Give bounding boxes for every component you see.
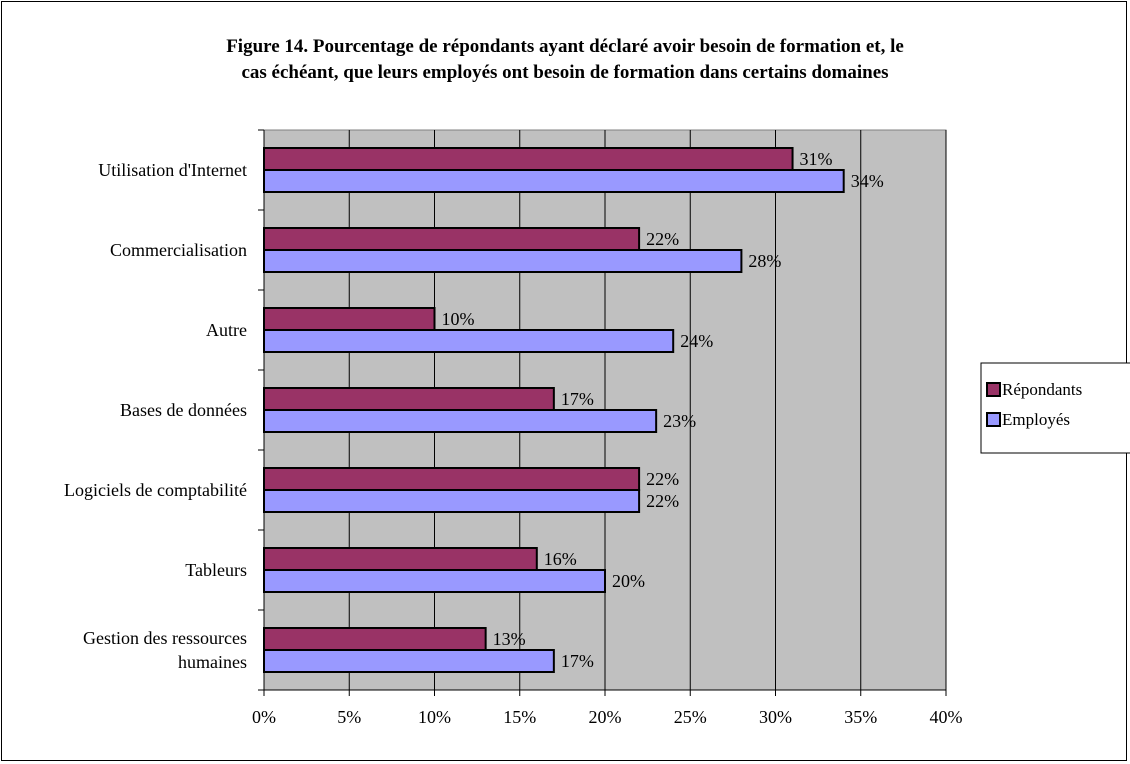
x-tick-label-8: 40%: [930, 707, 963, 727]
category-label-4: Logiciels de comptabilité: [64, 480, 247, 500]
category-label-6-line-0: Gestion des ressources: [83, 628, 247, 648]
bar-Répondants-2: [263, 307, 436, 331]
data-label-1-4: 22%: [646, 491, 679, 511]
bar-Employés-0: [263, 169, 845, 193]
bar-Employés-5: [263, 569, 606, 593]
category-label-1: Commercialisation: [110, 240, 247, 260]
category-label-0: Utilisation d'Internet: [98, 160, 247, 180]
legend-label-0: Répondants: [1002, 380, 1082, 399]
category-label-6-line-1: humaines: [178, 652, 247, 672]
data-label-0-0: 31%: [800, 149, 833, 169]
data-label-1-1: 28%: [748, 251, 781, 271]
bar-Répondants-4: [263, 467, 641, 491]
legend-swatch-0: [986, 382, 1001, 397]
legend-label-1: Employés: [1002, 410, 1070, 429]
category-label-3: Bases de données: [120, 400, 247, 420]
data-label-0-4: 22%: [646, 469, 679, 489]
data-label-1-2: 24%: [680, 331, 713, 351]
bar-Répondants-3: [263, 387, 555, 411]
data-label-0-3: 17%: [561, 389, 594, 409]
bar-Répondants-0: [263, 147, 794, 171]
data-label-0-6: 13%: [493, 629, 526, 649]
x-tick-label-0: 0%: [252, 707, 276, 727]
data-label-0-2: 10%: [442, 309, 475, 329]
chart-title: Figure 14. Pourcentage de répondants aya…: [2, 34, 1128, 86]
bar-Répondants-6: [263, 627, 487, 651]
legend-box: [980, 362, 1130, 454]
x-tick-label-5: 25%: [674, 707, 707, 727]
chart-title-line-2: cas échéant, que leurs employés ont beso…: [241, 62, 889, 83]
x-tick-label-2: 10%: [418, 707, 451, 727]
bar-Employés-3: [263, 409, 658, 433]
data-label-0-5: 16%: [544, 549, 577, 569]
chart-title-line-1: Figure 14. Pourcentage de répondants aya…: [226, 36, 904, 57]
legend-swatch-1: [986, 412, 1001, 427]
data-label-1-6: 17%: [561, 651, 594, 671]
data-label-1-3: 23%: [663, 411, 696, 431]
bar-Répondants-5: [263, 547, 538, 571]
data-label-1-0: 34%: [851, 171, 884, 191]
category-label-5: Tableurs: [185, 560, 247, 580]
data-label-0-1: 22%: [646, 229, 679, 249]
x-tick-label-1: 5%: [337, 707, 361, 727]
x-tick-label-6: 30%: [759, 707, 792, 727]
x-tick-label-3: 15%: [503, 707, 536, 727]
bar-Employés-2: [263, 329, 675, 353]
bar-Répondants-1: [263, 227, 641, 251]
bar-Employés-6: [263, 649, 555, 673]
bar-Employés-4: [263, 489, 641, 513]
category-label-2: Autre: [206, 320, 247, 340]
bar-Employés-1: [263, 249, 743, 273]
x-tick-label-7: 35%: [844, 707, 877, 727]
x-tick-label-4: 20%: [589, 707, 622, 727]
data-label-1-5: 20%: [612, 571, 645, 591]
